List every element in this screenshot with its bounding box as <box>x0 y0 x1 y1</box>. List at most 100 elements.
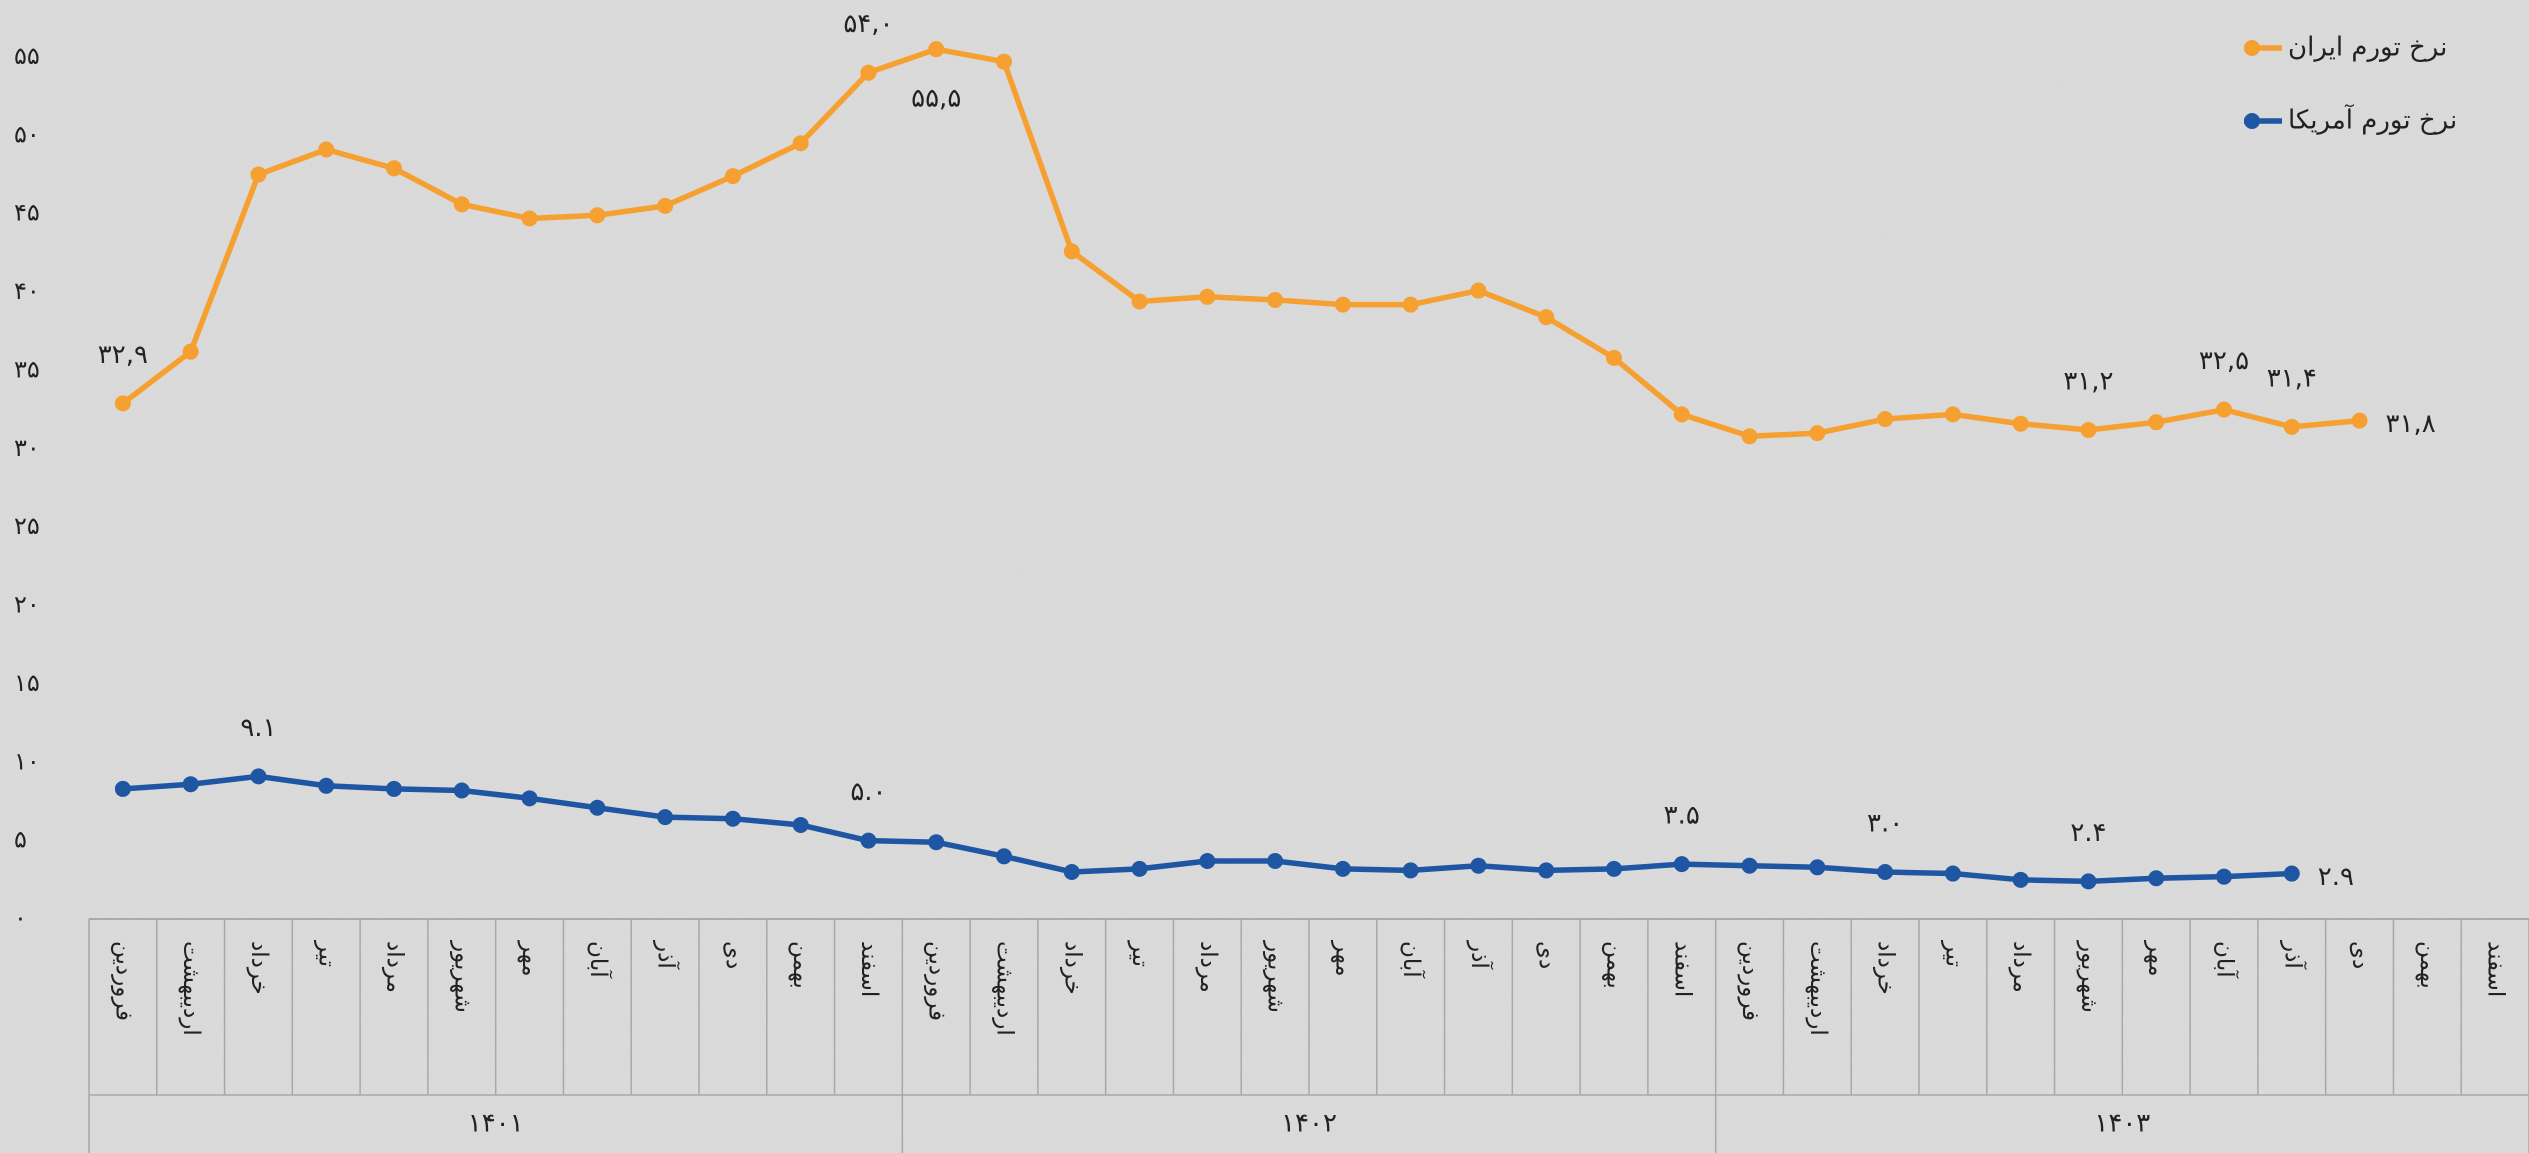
data-point <box>724 168 741 185</box>
x-tick-label: آبان <box>1398 941 1426 979</box>
data-point <box>1199 853 1216 870</box>
x-tick-label: اردیبهشت <box>1805 941 1831 1036</box>
data-point <box>1809 859 1826 876</box>
y-tick-label: ۴۰ <box>14 277 40 305</box>
x-tick-label: بهمن <box>788 941 814 989</box>
data-point <box>860 832 877 849</box>
data-point <box>521 790 538 807</box>
data-point <box>2012 871 2029 888</box>
data-point <box>2012 415 2029 432</box>
data-point <box>1334 860 1351 877</box>
data-point <box>386 780 402 797</box>
data-point <box>724 810 741 827</box>
x-tick-label: فروردین <box>1737 941 1763 1021</box>
x-tick-label: مرداد <box>1195 941 1221 993</box>
data-point <box>1470 282 1487 299</box>
x-tick-label: اسفند <box>1669 941 1695 997</box>
data-point <box>1131 860 1148 877</box>
x-tick-label: اسفند <box>2483 941 2509 997</box>
data-point <box>860 64 877 81</box>
x-tick-label: دی <box>2347 941 2373 969</box>
data-point <box>318 777 335 794</box>
data-label: ۲.۹ <box>2318 862 2354 892</box>
data-label: ۳۱,۴ <box>2267 363 2317 393</box>
data-point <box>1267 291 1284 308</box>
x-tick-label: اسفند <box>856 941 882 997</box>
data-label: ۳۱,۸ <box>2386 409 2436 439</box>
x-tick-label: اردیبهشت <box>992 941 1018 1036</box>
data-point <box>1538 862 1555 879</box>
data-point <box>589 799 606 816</box>
x-tick-label: تیر <box>314 940 340 967</box>
data-point <box>182 343 199 360</box>
data-point <box>2148 414 2165 431</box>
x-tick-label: تیر <box>1127 940 1153 967</box>
x-tick-label: آذر <box>653 940 681 970</box>
data-point <box>1606 349 1622 366</box>
data-point <box>521 210 538 227</box>
data-point <box>2080 422 2097 439</box>
data-point <box>2216 401 2232 418</box>
data-point <box>792 816 809 833</box>
data-point <box>2080 873 2097 890</box>
y-tick-label: ۱۰ <box>14 747 40 775</box>
data-point <box>996 848 1012 865</box>
x-tick-label: مهر <box>1330 940 1356 977</box>
data-point <box>1267 853 1284 870</box>
data-point <box>250 166 267 183</box>
data-point <box>1944 865 1961 882</box>
data-point <box>1199 288 1216 305</box>
data-label: ۵۴,۰ <box>843 9 893 39</box>
data-label: ۵.۰ <box>850 777 886 807</box>
data-point <box>453 196 470 213</box>
data-label: ۵۵,۵ <box>911 84 961 114</box>
y-tick-label: ۵ <box>14 826 27 854</box>
data-point <box>1131 293 1148 310</box>
data-point <box>1063 863 1080 880</box>
x-tick-label: آذر <box>2279 940 2307 970</box>
data-point <box>1809 425 1826 442</box>
data-point <box>453 782 470 799</box>
data-point <box>928 834 945 851</box>
data-point <box>386 160 402 177</box>
y-tick-label: ۲۰ <box>14 591 40 619</box>
data-point <box>657 809 674 826</box>
data-label: ۳۲,۵ <box>2199 346 2249 376</box>
group-label: ۱۴۰۳ <box>2094 1109 2150 1139</box>
group-label: ۱۴۰۱ <box>468 1109 524 1139</box>
series-line <box>121 46 2360 440</box>
x-tick-label: تیر <box>1940 940 1966 967</box>
data-point <box>2216 868 2232 885</box>
data-point <box>792 135 809 152</box>
data-point <box>1334 296 1351 313</box>
data-label: ۳.۰ <box>1867 808 1903 838</box>
x-tick-label: خرداد <box>1873 941 1899 995</box>
x-tick-label: اردیبهشت <box>178 941 204 1036</box>
x-tick-label: بهمن <box>2415 941 2441 989</box>
data-point <box>589 207 606 224</box>
data-label: ۳۲,۹ <box>98 340 148 370</box>
y-tick-label: ۵۵ <box>14 42 40 70</box>
y-tick-label: ۳۵ <box>14 355 40 383</box>
x-tick-label: مهر <box>2144 940 2170 977</box>
x-tick-label: بهمن <box>1602 941 1628 989</box>
y-tick-label: ۵۰ <box>14 120 40 148</box>
data-point <box>1063 243 1080 260</box>
group-label: ۱۴۰۲ <box>1281 1109 1337 1139</box>
data-point <box>182 776 199 793</box>
data-point <box>1877 863 1894 880</box>
data-point <box>928 41 945 58</box>
x-tick-label: مرداد <box>2008 941 2034 993</box>
data-point <box>2283 418 2300 435</box>
x-tick-label: فروردین <box>924 941 950 1021</box>
y-tick-label: ۱۵ <box>14 669 40 697</box>
y-tick-label: ۳۰ <box>14 434 40 462</box>
data-point <box>2283 865 2300 882</box>
data-point <box>657 197 674 214</box>
legend-marker <box>2244 40 2260 56</box>
data-point <box>250 768 267 785</box>
data-point <box>1470 857 1487 874</box>
